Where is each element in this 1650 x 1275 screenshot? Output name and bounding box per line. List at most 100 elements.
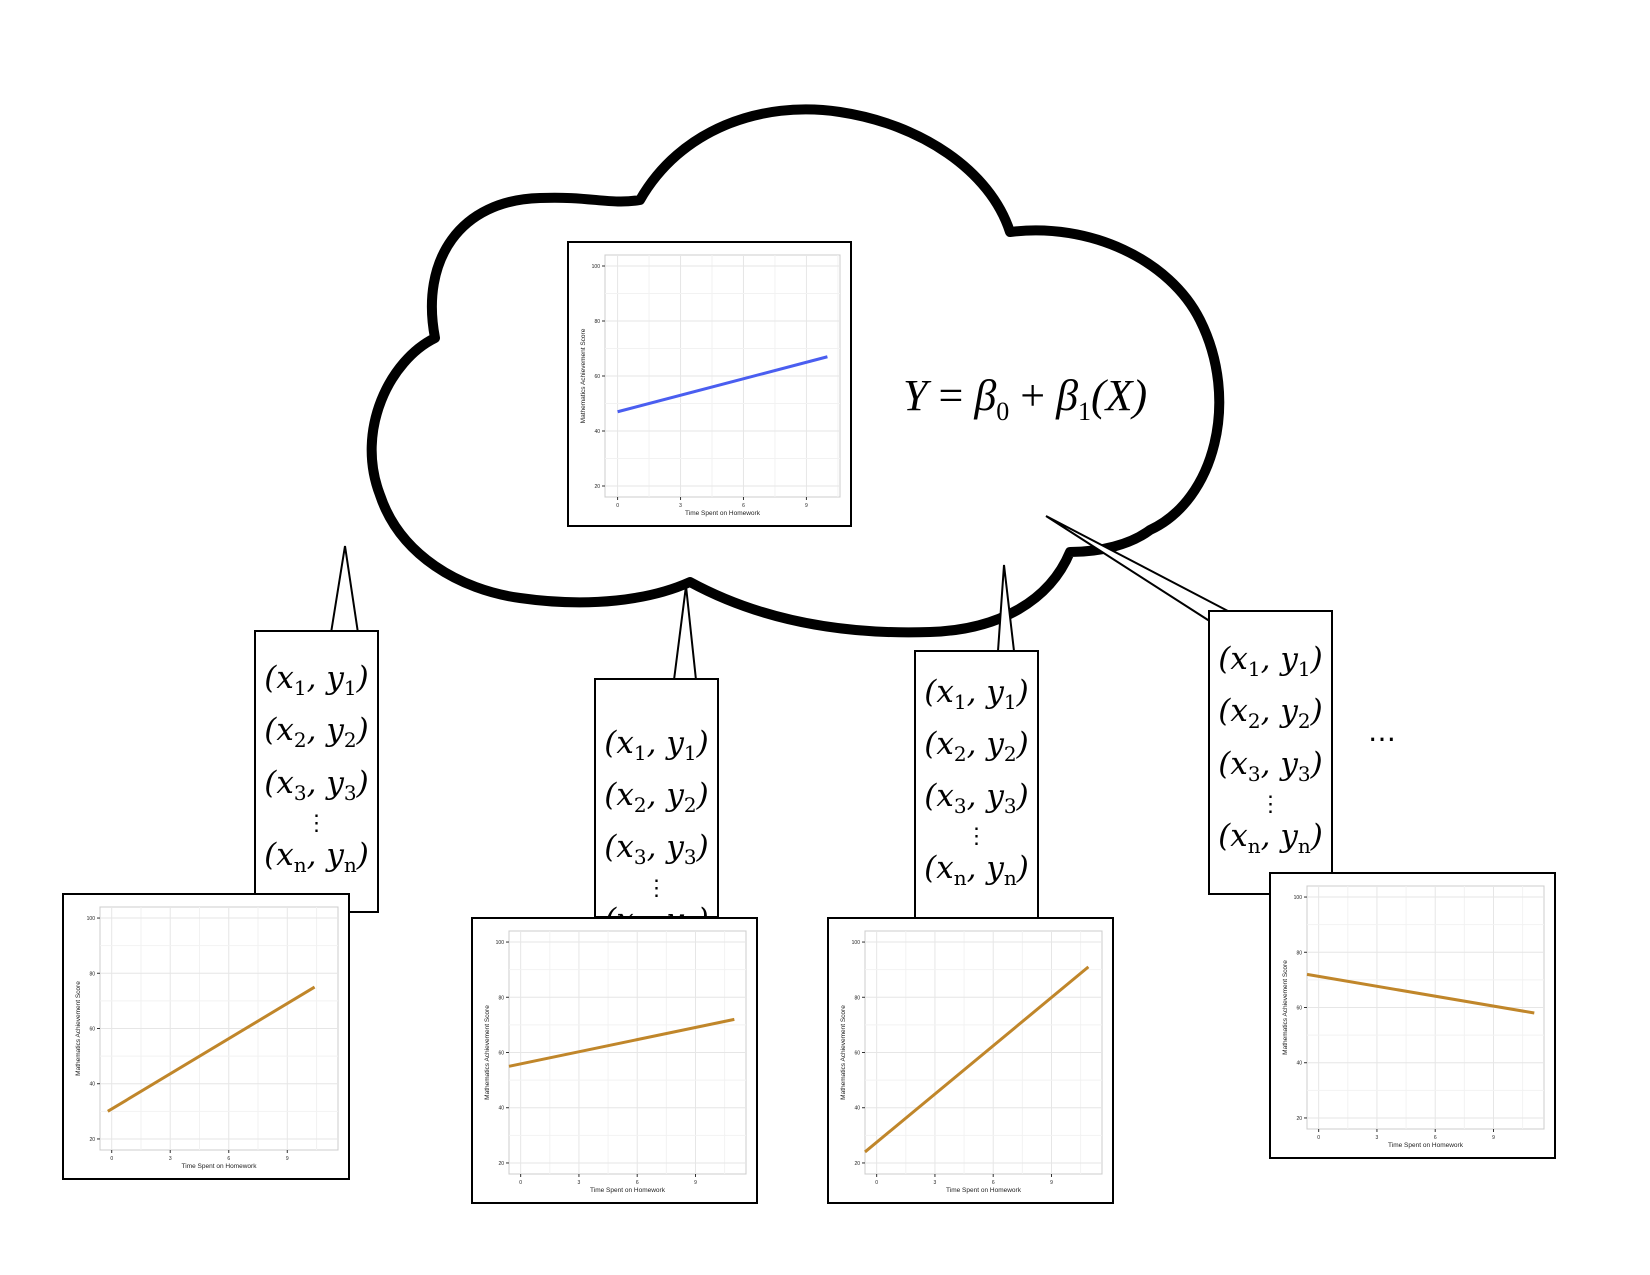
data-pair: (xn, yn) [924,850,1029,891]
y-tick-label: 80 [89,971,95,977]
data-pair: (x1, y1) [264,660,369,701]
y-axis-label: Mathematics Achievement Score [484,1005,491,1100]
sample-data-box-2: (x1, y1)(x2, y2)(x3, y3)⋮(xn, yn) [594,678,719,942]
y-tick-label: 60 [854,1051,860,1057]
sample-plot-3: 0 3 6 9 20 40 60 80 100 Time Spent on Homework Mat… [827,917,1114,1204]
callout-pointer-2 [672,585,698,681]
y-tick-label: 100 [496,940,505,946]
sample-data-box-1: (x1, y1) (x2, y2) (x3, y3) ⋮ (xn, yn) [254,630,379,913]
y-tick-label: 20 [854,1161,860,1167]
x-tick-label: 3 [169,1156,172,1162]
y-tick-label: 20 [89,1137,95,1143]
data-pair: (x3, y3) [264,764,369,805]
callout-pointer-1 [329,545,360,634]
regression-line [107,985,316,1113]
regression-equation: Y = β0 + β1(X) [903,370,1147,427]
equation-beta0: β [974,371,997,420]
equation-argument: (X) [1090,371,1148,420]
data-pair: (x2, y2) [1218,693,1323,734]
x-tick-label: 0 [875,1180,878,1186]
x-tick-label: 3 [578,1180,581,1186]
x-tick-label: 3 [679,503,682,509]
y-axis-label: Mathematics Achievement Score [840,1005,847,1100]
chart-svg: 0 3 6 9 20 40 60 80 100 Time Spent on Homework Mat… [580,254,841,517]
regression-line [508,1017,735,1068]
data-pair: (x2, y2) [264,712,369,753]
y-tick-label: 20 [498,1161,504,1167]
x-tick-label: 0 [616,503,619,509]
equation-beta0-sub: 0 [996,396,1010,426]
y-axis-label: Mathematics Achievement Score [1282,960,1289,1055]
x-tick-label: 9 [286,1156,289,1162]
equation-beta1-sub: 1 [1077,396,1091,426]
equation-equals: = [938,371,964,420]
y-tick-label: 20 [1296,1116,1302,1122]
y-tick-label: 40 [89,1082,95,1088]
y-tick-label: 100 [592,264,601,270]
sample-data-box-4: (x1, y1) (x2, y2) (x3, y3) ⋮ (xn, yn) [1208,610,1333,895]
data-pair: (x2, y2) [924,725,1029,766]
x-axis-label: Time Spent on Homework [946,1187,1022,1194]
data-pair: (x2, y2) [604,777,709,818]
sample-plot-4: 0 3 6 9 20 40 60 80 100 Time Spent on Homework Mat… [1269,872,1556,1159]
x-axis-label: Time Spent on Homework [182,1163,258,1170]
x-tick-label: 9 [694,1180,697,1186]
y-tick-label: 40 [1296,1061,1302,1067]
y-tick-label: 100 [1294,895,1303,901]
data-pair: (x1, y1) [604,725,709,766]
vertical-ellipsis: ⋮ [1259,791,1282,817]
x-tick-label: 6 [1434,1135,1437,1141]
data-pair: (x3, y3) [604,829,709,870]
equation-y: Y [903,371,928,420]
y-tick-label: 100 [852,940,861,946]
x-tick-label: 0 [1317,1135,1320,1141]
x-tick-label: 0 [110,1156,113,1162]
y-tick-label: 60 [1296,1006,1302,1012]
y-tick-label: 100 [87,916,96,922]
y-axis-label: Mathematics Achievement Score [580,328,587,423]
vertical-ellipsis: ⋮ [645,875,668,901]
chart-svg: 0 3 6 9 20 40 60 80 100 Time Spent on Homework Mat… [75,906,339,1170]
x-tick-label: 9 [805,503,808,509]
y-tick-label: 60 [594,374,600,380]
chart-svg: 0 3 6 9 20 40 60 80 100 Time Spent on Homework Mat… [484,930,747,1194]
y-tick-label: 40 [498,1106,504,1112]
x-axis-label: Time Spent on Homework [685,510,761,517]
more-samples-ellipsis: … [1368,715,1396,748]
data-pair: (xn, yn) [1218,817,1323,858]
equation-beta1: β [1056,371,1078,420]
vertical-ellipsis: ⋮ [965,824,988,850]
y-tick-label: 40 [854,1106,860,1112]
x-tick-label: 6 [742,503,745,509]
x-tick-label: 0 [519,1180,522,1186]
regression-line [617,355,828,414]
chart-svg: 0 3 6 9 20 40 60 80 100 Time Spent on Homework Mat… [840,930,1103,1194]
y-tick-label: 80 [1296,950,1302,956]
regression-line [1306,972,1535,1015]
y-tick-label: 40 [594,429,600,435]
y-tick-label: 80 [594,319,600,325]
x-tick-label: 3 [934,1180,937,1186]
x-axis-label: Time Spent on Homework [1388,1142,1464,1149]
data-pair: (xn, yn) [264,836,369,877]
chart-svg: 0 3 6 9 20 40 60 80 100 Time Spent on Homework Mat… [1282,885,1545,1149]
sample-plot-2: 0 3 6 9 20 40 60 80 100 Time Spent on Homework Mat… [471,917,758,1204]
data-pair: (x3, y3) [924,778,1029,819]
vertical-ellipsis: ⋮ [305,810,328,836]
x-tick-label: 6 [636,1180,639,1186]
y-tick-label: 20 [594,484,600,490]
data-pair: (x1, y1) [1218,641,1323,682]
x-tick-label: 3 [1376,1135,1379,1141]
x-tick-label: 9 [1050,1180,1053,1186]
y-tick-label: 60 [498,1051,504,1057]
equation-plus: + [1020,371,1046,420]
y-tick-label: 80 [498,995,504,1001]
population-plot: 0 3 6 9 20 40 60 80 100 Time Spent on Homework Mat… [567,241,852,527]
sample-data-box-3: (x1, y1) (x2, y2) (x3, y3) ⋮ (xn, yn) [914,650,1039,920]
x-tick-label: 6 [992,1180,995,1186]
x-tick-label: 9 [1492,1135,1495,1141]
sample-plot-1: 0 3 6 9 20 40 60 80 100 Time Spent on Homework Mat… [62,893,350,1180]
y-tick-label: 80 [854,995,860,1001]
regression-line [864,965,1090,1154]
y-tick-label: 60 [89,1027,95,1033]
